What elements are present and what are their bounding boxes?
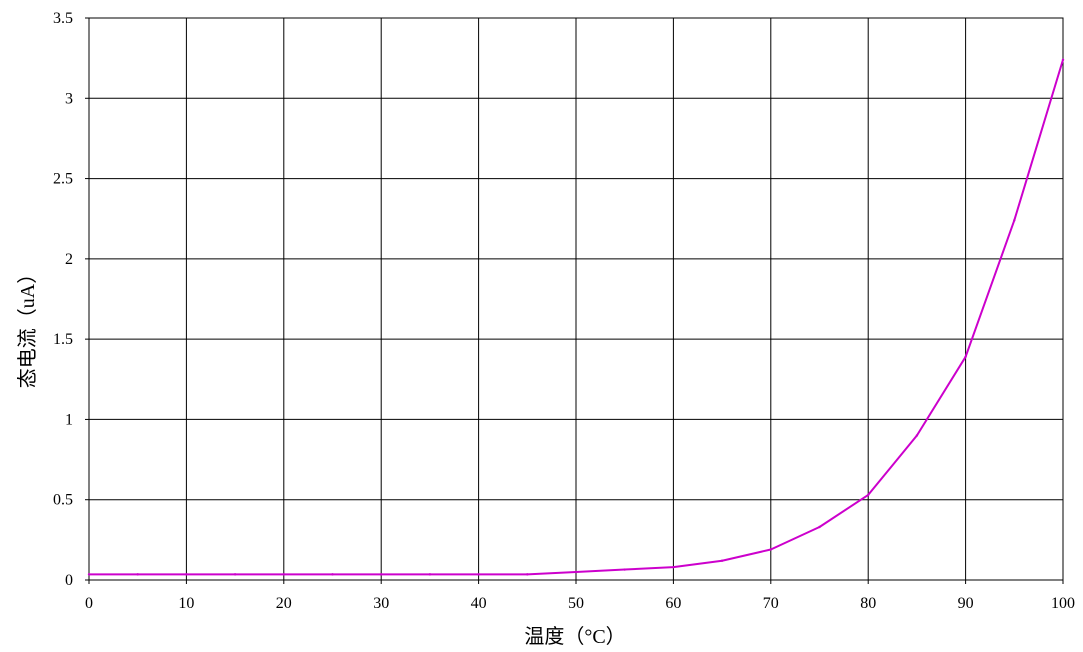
y-tick-label: 1 bbox=[65, 411, 73, 428]
data-point bbox=[818, 525, 821, 529]
data-point bbox=[672, 565, 675, 569]
data-point bbox=[867, 493, 870, 497]
x-tick-label: 60 bbox=[665, 595, 681, 612]
series-layer bbox=[87, 58, 1065, 576]
data-point bbox=[185, 573, 188, 576]
x-tick-label: 90 bbox=[958, 595, 974, 612]
x-tick-label: 80 bbox=[860, 595, 876, 612]
tick-labels: 0 10 20 30 40 50 60 70 80 90 100 0 0.5 1 1.5 2 2.5 3 3.5 bbox=[53, 10, 1075, 612]
data-point bbox=[331, 573, 334, 576]
data-point bbox=[526, 573, 529, 576]
data-point bbox=[623, 568, 626, 571]
x-tick-label: 50 bbox=[568, 595, 584, 612]
data-point bbox=[282, 573, 285, 576]
y-tick-label: 0.5 bbox=[53, 492, 73, 509]
data-point bbox=[380, 573, 383, 576]
data-point bbox=[964, 355, 967, 359]
grid bbox=[88, 17, 1064, 581]
y-axis-title: 态电流（uA） bbox=[16, 264, 39, 388]
data-point bbox=[87, 573, 91, 576]
y-tick-label: 2.5 bbox=[53, 171, 73, 188]
y-tick-label: 2 bbox=[65, 251, 73, 268]
x-tick-label: 20 bbox=[276, 595, 292, 612]
y-tick-label: 0 bbox=[65, 572, 73, 589]
data-point bbox=[915, 434, 919, 437]
data-point bbox=[428, 573, 432, 576]
x-tick-label: 40 bbox=[471, 595, 487, 612]
x-tick-label: 30 bbox=[373, 595, 389, 612]
x-tick-label: 100 bbox=[1051, 595, 1075, 612]
y-tick-label: 1.5 bbox=[53, 331, 73, 348]
x-axis-title: 温度（°C） bbox=[524, 625, 625, 648]
x-tick-label: 70 bbox=[763, 595, 779, 612]
data-point bbox=[769, 548, 772, 551]
data-point bbox=[720, 559, 724, 562]
data-point bbox=[233, 573, 237, 576]
y-tick-label: 3.5 bbox=[53, 10, 73, 27]
data-point bbox=[136, 573, 139, 576]
axes bbox=[85, 17, 1064, 584]
x-tick-label: 10 bbox=[178, 595, 194, 612]
x-tick-label: 0 bbox=[85, 595, 93, 612]
y-tick-label: 3 bbox=[65, 90, 73, 107]
data-point bbox=[574, 570, 578, 574]
data-point bbox=[1061, 58, 1065, 61]
data-point bbox=[477, 573, 480, 576]
data-point bbox=[1013, 219, 1016, 222]
